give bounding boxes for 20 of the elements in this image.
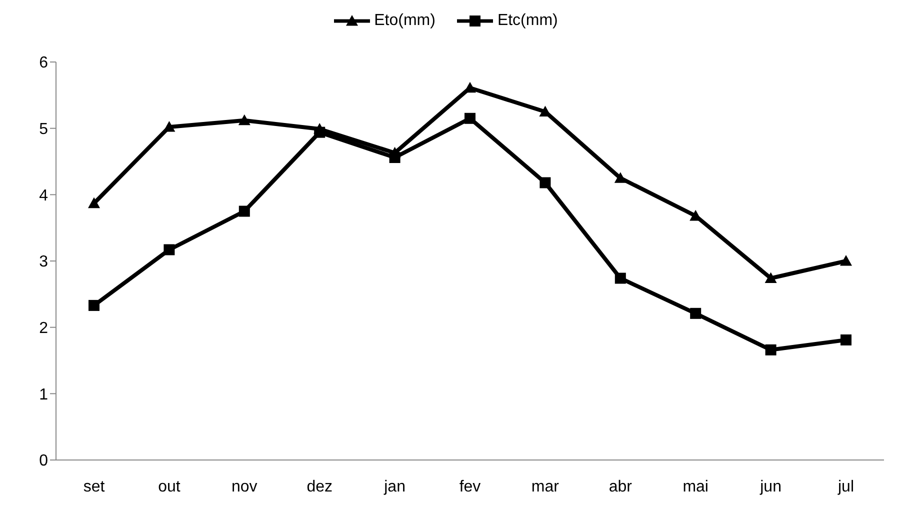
y-tick-label: 1 bbox=[39, 386, 48, 404]
x-tick-label: dez bbox=[306, 478, 332, 496]
x-tick-label: jul bbox=[836, 478, 854, 496]
x-tick-label: out bbox=[158, 478, 181, 496]
y-tick-label: 4 bbox=[39, 187, 48, 204]
x-tick-label: abr bbox=[608, 478, 633, 496]
legend-label: Etc(mm) bbox=[496, 12, 558, 30]
y-tick-label: 3 bbox=[39, 254, 48, 271]
x-tick-label: jun bbox=[759, 478, 782, 496]
y-tick-label: 5 bbox=[39, 121, 48, 138]
legend-label: Eto(mm) bbox=[373, 12, 436, 30]
y-tick-label: 0 bbox=[39, 452, 48, 470]
x-tick-label: set bbox=[83, 478, 106, 496]
x-tick-label: jan bbox=[383, 478, 406, 496]
y-tick-label: 6 bbox=[39, 54, 48, 72]
x-tick-label: fev bbox=[459, 478, 481, 496]
x-tick-label: mar bbox=[531, 478, 560, 496]
x-tick-label: nov bbox=[232, 478, 258, 496]
x-tick-label: mai bbox=[682, 478, 708, 496]
y-tick-label: 2 bbox=[39, 320, 48, 338]
